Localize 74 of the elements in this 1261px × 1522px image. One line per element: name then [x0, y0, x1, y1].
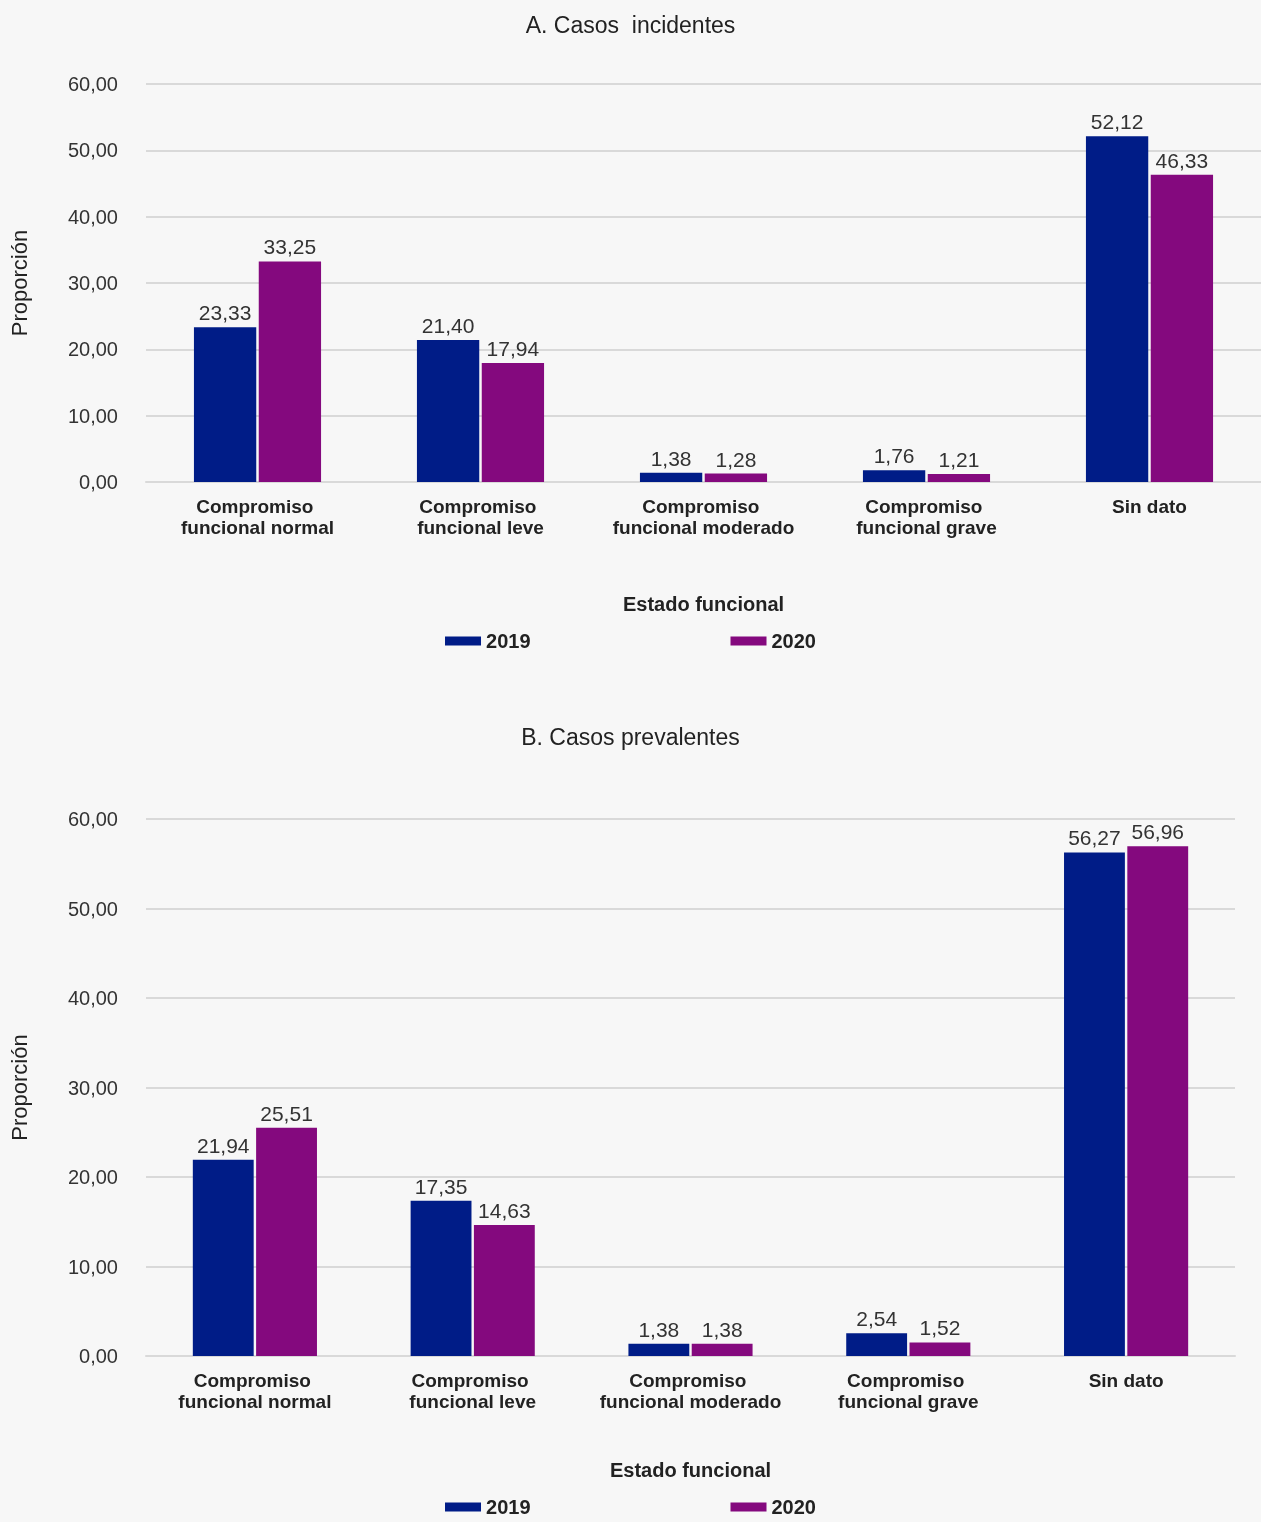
y-tick-label: 50,00	[67, 897, 118, 920]
bar	[193, 327, 257, 482]
data-label: 21,94	[196, 1133, 250, 1157]
data-label: 1,76	[873, 444, 915, 468]
x-tick-label: Compromiso funcional leve	[417, 496, 544, 538]
x-axis-title: Estado funcional	[622, 593, 785, 615]
bar	[416, 340, 480, 482]
bar	[256, 1127, 317, 1356]
x-tick-label: Compromiso funcional leve	[409, 1370, 537, 1412]
y-tick-label: 40,00	[67, 205, 118, 228]
y-tick-label: 0,00	[79, 1345, 118, 1367]
data-label: 1,38	[638, 1317, 680, 1341]
bar	[1150, 174, 1214, 482]
data-label: 52,12	[1090, 110, 1144, 134]
x-tick-label: Compromiso funcional normal	[178, 1370, 332, 1412]
data-label: 33,25	[263, 235, 317, 259]
x-tick-label: Compromiso funcional moderado	[612, 496, 795, 538]
data-label: 56,96	[1131, 820, 1185, 844]
y-tick-label: 30,00	[67, 272, 118, 294]
data-label: 1,38	[650, 446, 692, 470]
y-tick-label: 10,00	[67, 1255, 118, 1278]
legend-label: 2020	[771, 1496, 816, 1518]
bar	[704, 473, 768, 482]
bar	[909, 1342, 971, 1356]
y-tick-label: 0,00	[79, 471, 118, 493]
data-label: 1,38	[701, 1317, 743, 1341]
x-tick-label: Sin dato	[1088, 1370, 1164, 1391]
data-label: 1,21	[938, 447, 980, 471]
data-label: 17,94	[486, 337, 540, 360]
y-tick-label: 50,00	[67, 139, 118, 162]
bar	[1127, 846, 1189, 1356]
bar	[481, 363, 545, 482]
x-tick-label: Compromiso funcional grave	[838, 1370, 979, 1412]
y-axis-title: Proporción	[6, 229, 32, 337]
bar	[192, 1159, 254, 1356]
data-label: 14,63	[478, 1199, 531, 1223]
bar	[628, 1343, 690, 1356]
x-tick-label: Sin dato	[1112, 496, 1187, 517]
y-tick-label: 40,00	[67, 987, 118, 1009]
y-tick-label: 10,00	[67, 404, 118, 427]
bar	[258, 261, 322, 482]
y-tick-label: 20,00	[67, 1166, 118, 1188]
y-tick-label: 60,00	[67, 808, 118, 830]
y-tick-label: 20,00	[67, 338, 118, 361]
bar	[639, 472, 703, 482]
y-tick-label: 30,00	[67, 1076, 118, 1099]
x-tick-label: Compromiso funcional normal	[180, 496, 335, 538]
data-label: 17,35	[414, 1174, 468, 1198]
data-label: 2,54	[856, 1307, 898, 1331]
bar	[473, 1225, 535, 1356]
data-label: 21,40	[421, 314, 475, 338]
chart-title: B. Casos prevalentes	[521, 723, 740, 750]
legend-label: 2019	[486, 1496, 531, 1518]
y-tick-label: 60,00	[67, 73, 118, 95]
bar	[1064, 852, 1125, 1356]
data-label: 23,33	[198, 301, 252, 325]
bar	[691, 1343, 753, 1356]
data-label: 25,51	[260, 1101, 313, 1125]
y-axis-title: Proporción	[6, 1034, 32, 1141]
bar	[862, 470, 926, 482]
x-tick-label: Compromiso funcional moderado	[599, 1370, 782, 1412]
x-axis-title: Estado funcional	[609, 1459, 772, 1481]
data-label: 1,28	[715, 447, 757, 471]
data-label: 1,52	[919, 1316, 961, 1340]
data-label: 56,27	[1068, 826, 1121, 850]
data-label: 46,33	[1155, 148, 1209, 172]
legend-label: 2019	[486, 630, 531, 652]
chart-title: A. Casos incidentes	[525, 11, 736, 38]
legend-label: 2020	[771, 630, 816, 652]
bar	[927, 473, 991, 482]
bar	[1085, 136, 1149, 482]
x-tick-label: Compromiso funcional grave	[856, 496, 997, 538]
bar	[410, 1200, 472, 1356]
bar	[846, 1333, 908, 1356]
